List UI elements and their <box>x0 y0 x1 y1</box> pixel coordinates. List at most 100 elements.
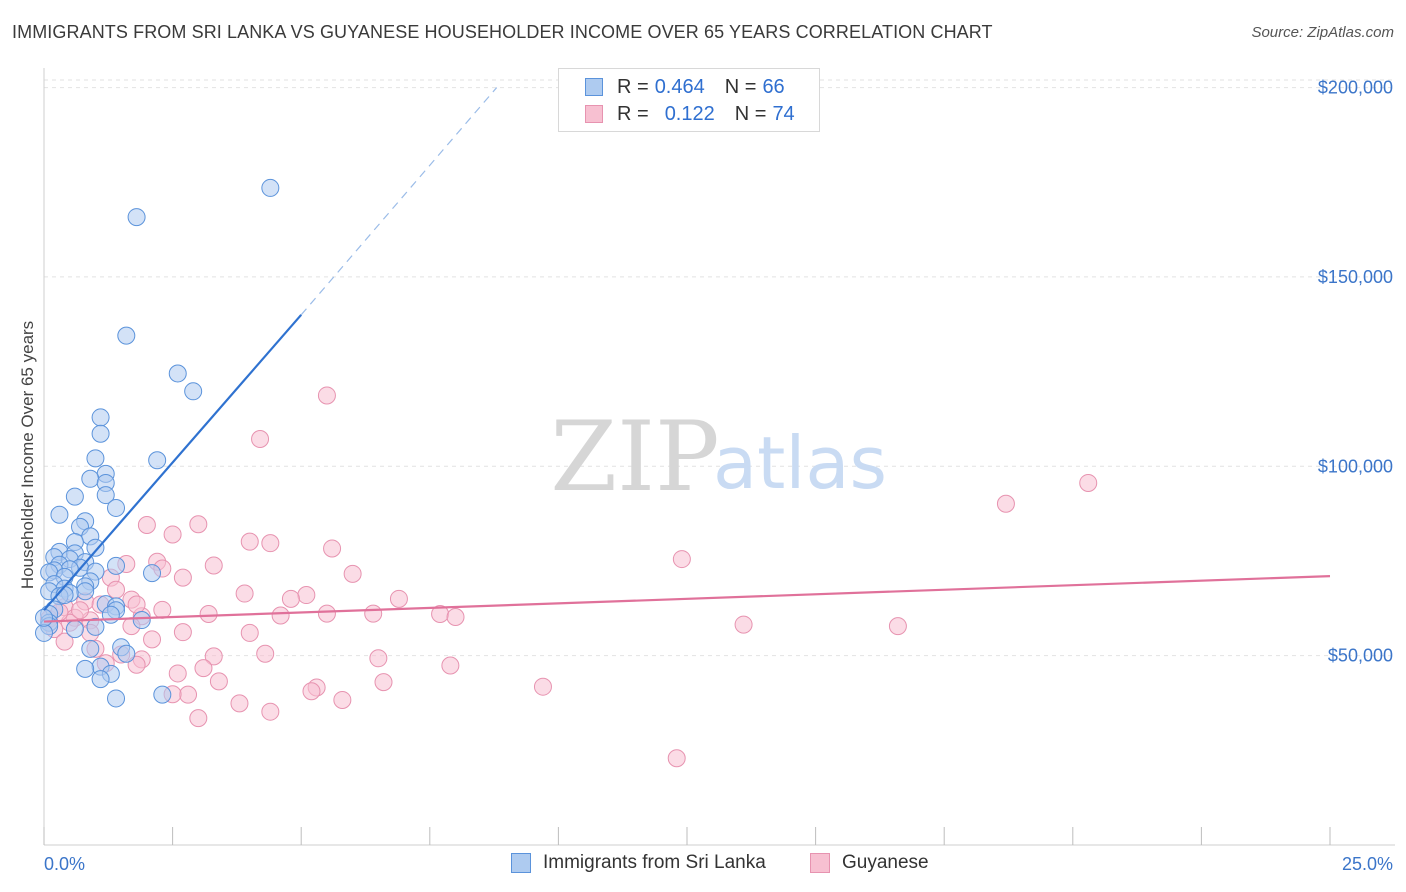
guyanese-point <box>240 623 259 642</box>
bottom-legend-swatch-pink <box>810 853 830 873</box>
guyanese-point <box>1079 473 1098 492</box>
guyanese-point <box>173 568 192 587</box>
guyanese-point <box>281 589 300 608</box>
sri-lanka-point <box>81 639 100 658</box>
guyanese-point <box>179 685 198 704</box>
x-tick-label-max: 25.0% <box>1342 854 1393 874</box>
legend-n-label: N = <box>724 75 757 98</box>
sri-lanka-point <box>261 178 280 197</box>
sri-lanka-point <box>107 498 126 517</box>
guyanese-point <box>204 556 223 575</box>
bottom-legend-sri-lanka: Immigrants from Sri Lanka <box>511 852 766 874</box>
guyanese-point <box>317 386 336 405</box>
y-tick-label: $150,000 <box>1318 267 1393 287</box>
sri-lanka-point <box>101 605 120 624</box>
sri-lanka-point <box>117 644 136 663</box>
sri-lanka-point <box>86 538 105 557</box>
guyanese-point <box>441 656 460 675</box>
guyanese-point <box>163 525 182 544</box>
bottom-legend-label: Guyanese <box>842 852 929 873</box>
guyanese-point <box>374 673 393 692</box>
legend-n-value: 66 <box>762 75 785 98</box>
bottom-legend-label: Immigrants from Sri Lanka <box>543 852 766 873</box>
sri-lanka-point <box>50 505 69 524</box>
legend-swatch-pink <box>585 105 603 123</box>
trend-lines <box>43 87 1331 623</box>
axes <box>43 68 1395 846</box>
guyanese-point <box>297 586 316 605</box>
legend-r-label: R = <box>617 75 649 98</box>
guyanese-point <box>189 515 208 534</box>
sri-lanka-point <box>65 487 84 506</box>
x-tick-label-min: 0.0% <box>44 854 85 874</box>
guyanese-point <box>446 608 465 627</box>
legend-r-value: 0.122 <box>664 102 715 125</box>
sri-lanka-point <box>91 670 110 689</box>
sri-lanka-point <box>153 685 172 704</box>
sri-lanka-point <box>132 611 151 630</box>
legend-n-value: 74 <box>772 102 795 125</box>
sri-lanka-point <box>117 326 136 345</box>
sri-lanka-points <box>35 178 280 708</box>
sri-lanka-point <box>143 564 162 583</box>
sri-lanka-point <box>91 424 110 443</box>
y-axis-title: Householder Income Over 65 years <box>18 321 37 589</box>
guyanese-point <box>256 644 275 663</box>
guyanese-point <box>888 617 907 636</box>
guyanese-point <box>137 515 156 534</box>
guyanese-point <box>323 539 342 558</box>
guyanese-point <box>317 604 336 623</box>
sri-lanka-point <box>65 620 84 639</box>
guyanese-point <box>168 664 187 683</box>
y-tick-label: $50,000 <box>1328 646 1393 666</box>
guyanese-point <box>240 532 259 551</box>
guyanese-point <box>127 595 146 614</box>
bottom-legend-guyanese: Guyanese <box>810 852 929 874</box>
watermark-atlas: atlas <box>713 421 887 505</box>
guyanese-point <box>261 702 280 721</box>
guyanese-point <box>251 430 270 449</box>
guyanese-point <box>189 709 208 728</box>
sri-lanka-point <box>148 451 167 470</box>
guyanese-point <box>194 659 213 678</box>
source-label: Source: ZipAtlas.com <box>1251 24 1394 41</box>
legend-row-sri-lanka: R = 0.464 N = 66 <box>585 74 785 100</box>
guyanese-point <box>55 632 74 651</box>
guyanese-point <box>173 623 192 642</box>
sri-lanka-point <box>127 208 146 227</box>
sri-lanka-point <box>96 486 115 505</box>
sri-lanka-point <box>86 449 105 468</box>
guyanese-point <box>71 601 90 620</box>
guyanese-point <box>271 606 290 625</box>
sri-lanka-trend-line <box>43 314 303 611</box>
guyanese-point <box>369 649 388 668</box>
sri-lanka-trend-extension <box>300 87 498 316</box>
guyanese-point <box>302 682 321 701</box>
y-tick-label: $100,000 <box>1318 456 1393 476</box>
sri-lanka-point <box>35 623 53 642</box>
watermark: ZIP atlas <box>550 401 887 513</box>
guyanese-point <box>153 600 172 619</box>
legend-swatch-blue <box>585 78 603 96</box>
guyanese-point <box>261 534 280 553</box>
guyanese-point <box>230 694 249 713</box>
legend-r-value: 0.464 <box>654 75 705 98</box>
sri-lanka-point <box>107 556 126 575</box>
x-tick-labels: 0.0% 25.0% <box>44 854 1393 874</box>
sri-lanka-point <box>91 408 110 427</box>
sri-lanka-point <box>184 382 203 401</box>
sri-lanka-point <box>81 469 100 488</box>
guyanese-point <box>235 584 254 603</box>
gridlines <box>44 79 1395 657</box>
guyanese-point <box>209 672 228 691</box>
guyanese-point <box>672 550 691 569</box>
correlation-legend: R = 0.464 N = 66 R = 0.122 N = 74 <box>558 68 820 132</box>
sri-lanka-point <box>107 689 126 708</box>
guyanese-point <box>667 749 686 768</box>
guyanese-point <box>364 604 383 623</box>
guyanese-point <box>333 690 352 709</box>
sri-lanka-point <box>86 617 105 636</box>
sri-lanka-point <box>168 364 187 383</box>
guyanese-point <box>127 655 146 674</box>
